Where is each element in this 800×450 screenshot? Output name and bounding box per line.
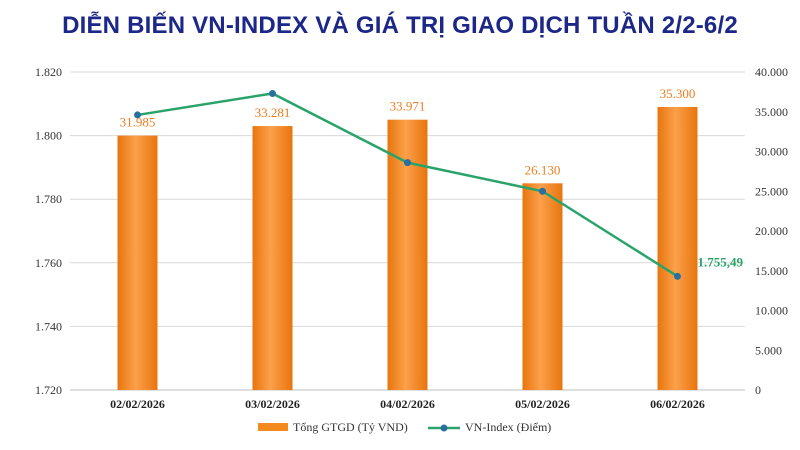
bar xyxy=(657,106,698,390)
bar xyxy=(252,126,293,390)
y-right-tick-label: 35.000 xyxy=(755,105,788,119)
line-point xyxy=(269,89,276,97)
legend-line-marker xyxy=(440,424,448,432)
x-tick-label: 04/02/2026 xyxy=(380,397,435,411)
y-left-tick-label: 1.740 xyxy=(35,319,62,333)
x-tick-label: 03/02/2026 xyxy=(245,397,300,411)
axes: 1.720 1.740 1.760 1.780 1.800 1.820 0 5.000 10.0… xyxy=(35,65,788,411)
y-right-tick-label: 40.000 xyxy=(755,65,788,79)
y-right-tick-label: 15.000 xyxy=(755,264,788,278)
y-left-tick-label: 1.760 xyxy=(35,256,62,270)
chart-title: DIỄN BIẾN VN-INDEX VÀ GIÁ TRỊ GIAO DỊCH … xyxy=(62,12,738,39)
y-right-tick-label: 25.000 xyxy=(755,184,788,198)
line-point xyxy=(674,272,681,280)
y-right-tick-label: 0 xyxy=(755,383,761,397)
x-tick-label: 02/02/2026 xyxy=(110,397,165,411)
y-left-tick-label: 1.800 xyxy=(35,129,62,143)
bar xyxy=(117,135,158,390)
data-labels: 31.985 33.281 33.971 26.130 35.300 1.755,49 xyxy=(120,86,744,269)
y-right-tick-label: 10.000 xyxy=(755,304,788,318)
y-left-tick-label: 1.720 xyxy=(35,383,62,397)
bar-series xyxy=(117,106,698,390)
line-point xyxy=(134,111,141,119)
bar-value-label: 33.281 xyxy=(255,105,291,120)
x-tick-label: 06/02/2026 xyxy=(650,397,705,411)
legend-bar-label: Tổng GTGD (Tỷ VND) xyxy=(293,420,408,434)
y-right-tick-label: 5.000 xyxy=(755,343,782,357)
bar-value-label: 26.130 xyxy=(525,162,561,177)
x-tick-label: 05/02/2026 xyxy=(515,397,570,411)
bar-value-label: 33.971 xyxy=(390,99,426,114)
bar-value-label: 31.985 xyxy=(120,115,156,130)
vn-index-last-label: 1.755,49 xyxy=(698,254,744,269)
line-point xyxy=(404,159,411,167)
line-series xyxy=(134,89,681,280)
bar xyxy=(522,183,563,390)
bar-value-label: 35.300 xyxy=(660,86,696,101)
y-left-tick-label: 1.820 xyxy=(35,65,62,79)
line-point xyxy=(539,187,546,195)
legend-line-label: VN-Index (Điểm) xyxy=(465,420,551,434)
legend: Tổng GTGD (Tỷ VND) VN-Index (Điểm) xyxy=(258,420,551,434)
y-right-tick-label: 20.000 xyxy=(755,224,788,238)
legend-bar-swatch xyxy=(258,423,288,431)
y-right-tick-label: 30.000 xyxy=(755,145,788,159)
y-left-tick-label: 1.780 xyxy=(35,192,62,206)
